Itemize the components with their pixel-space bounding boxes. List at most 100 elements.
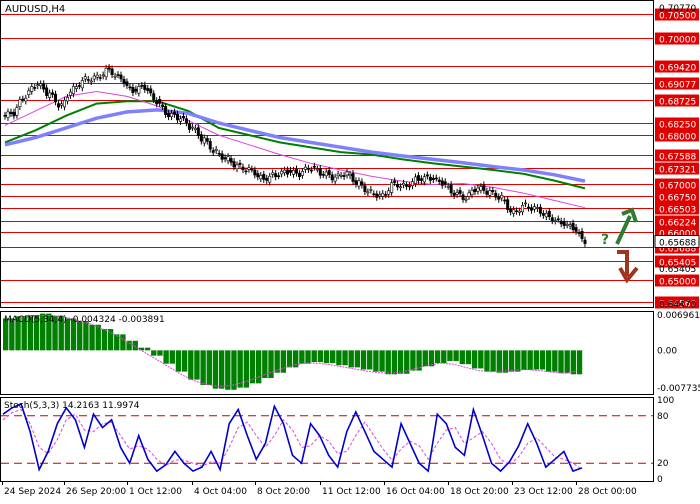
candle-body [173, 111, 177, 115]
candle-body [193, 127, 197, 130]
candle-body [330, 174, 334, 181]
level-price-label: 0.68000 [659, 133, 696, 143]
candle-body [470, 189, 474, 196]
candle-body [434, 177, 438, 180]
macd-title: MACD(5,34,4) -0.004324 -0.003891 [4, 315, 165, 325]
candle-body [184, 118, 188, 124]
candle-body [119, 74, 123, 80]
macd-histogram-bar [144, 347, 151, 351]
level-price-box [655, 94, 699, 107]
candle-body [526, 206, 530, 209]
macd-histogram-bar [527, 350, 533, 371]
candle-body [110, 68, 114, 76]
candle-body [491, 190, 495, 192]
macd-histogram-bar [280, 350, 287, 373]
candle-body [485, 190, 489, 195]
arrow-down-icon [617, 250, 629, 276]
candle-body [547, 211, 551, 217]
macd-histogram-bar [422, 350, 428, 367]
level-price-label: 0.69420 [659, 64, 696, 74]
candle-body [27, 90, 31, 95]
candle-body [247, 167, 251, 170]
candle-body [571, 222, 575, 231]
candle-body [515, 210, 519, 213]
stoch-k-line [2, 402, 583, 473]
macd-histogram-bar [502, 350, 509, 373]
macd-histogram-bar [367, 350, 373, 370]
candle-body [92, 75, 96, 80]
macd-histogram-bar [428, 350, 435, 367]
candle-body [464, 198, 468, 201]
candle-body [553, 220, 557, 222]
candle-body [89, 80, 93, 83]
macd-signal-line [9, 314, 577, 388]
candle-body [306, 167, 310, 170]
macd-histogram-bar [539, 350, 546, 370]
candle-body [220, 153, 224, 160]
price-panel-frame [0, 0, 654, 308]
candle-body [390, 182, 394, 193]
candle-body [583, 239, 587, 244]
time-axis: 24 Sep 2024 26 Sep 20:00 1 Oct 12:00 4 Oct … [2, 481, 637, 497]
time-tick-label: 28 Oct 00:00 [578, 487, 637, 497]
time-tick-label: 11 Oct 12:00 [322, 487, 381, 497]
candle-body [512, 209, 516, 214]
candle-body [437, 179, 441, 182]
moving-average-line [4, 90, 586, 209]
candle-body [449, 184, 453, 194]
stoch-tick-label: 20 [657, 459, 669, 469]
macd-histogram-bar [15, 316, 21, 351]
question-mark: ? [601, 232, 609, 248]
candle-body [509, 209, 513, 213]
candle-body [167, 113, 171, 118]
candle-body [226, 156, 230, 162]
arrow-up-head-icon [621, 207, 638, 223]
candle-body [256, 173, 260, 178]
macd-histogram-bar [274, 350, 280, 373]
current-price-box [654, 235, 700, 248]
macd-histogram-bar [70, 318, 77, 351]
macd-histogram-bar [385, 350, 391, 375]
candle-body [318, 168, 322, 176]
level-price-box [655, 60, 699, 73]
candle-body [413, 176, 417, 184]
macd-histogram-bar [311, 350, 317, 363]
macd-histogram-bar [558, 350, 564, 374]
level-lines: 0.70500 0.70000 0.69420 0.69077 0.68725 0.682… [1, 8, 699, 310]
candle-body [405, 184, 409, 187]
macd-histogram-bar [237, 350, 243, 388]
candle-body [351, 173, 355, 182]
candle-body [303, 166, 307, 170]
time-tick-label: 26 Sep 20:00 [66, 487, 126, 497]
macd-histogram-bar [533, 350, 540, 370]
macd-panel: 0.006961 0.00 -0.007735 [3, 311, 700, 394]
time-tick-label: 24 Sep 2024 [4, 487, 61, 497]
candle-body [345, 171, 349, 176]
candle-body [60, 103, 64, 106]
candle-body [280, 170, 284, 175]
candle-body [565, 223, 569, 226]
level-price-label: 0.70000 [659, 36, 696, 46]
candle-body [125, 81, 129, 86]
macd-histogram-bar [151, 350, 157, 356]
macd-histogram-bar [490, 350, 496, 372]
forecast-arrows: ? [601, 207, 639, 284]
macd-histogram-bar [3, 318, 9, 351]
candle-body [253, 169, 257, 176]
candle-body [71, 85, 75, 95]
candle-body [500, 195, 504, 199]
candle-body [152, 93, 156, 100]
candle-body [211, 150, 215, 153]
candle-body [3, 114, 7, 117]
macd-histogram-bar [434, 350, 441, 364]
candle-body [65, 97, 69, 102]
candle-body [399, 186, 403, 189]
time-tick-label: 1 Oct 12:00 [129, 487, 182, 497]
candle-body [208, 141, 212, 150]
candle-body [354, 180, 358, 185]
candle-body [128, 86, 132, 89]
candle-body [369, 189, 373, 191]
level-price-box [655, 8, 699, 21]
candle-body [170, 112, 174, 118]
candle-body [431, 177, 435, 180]
